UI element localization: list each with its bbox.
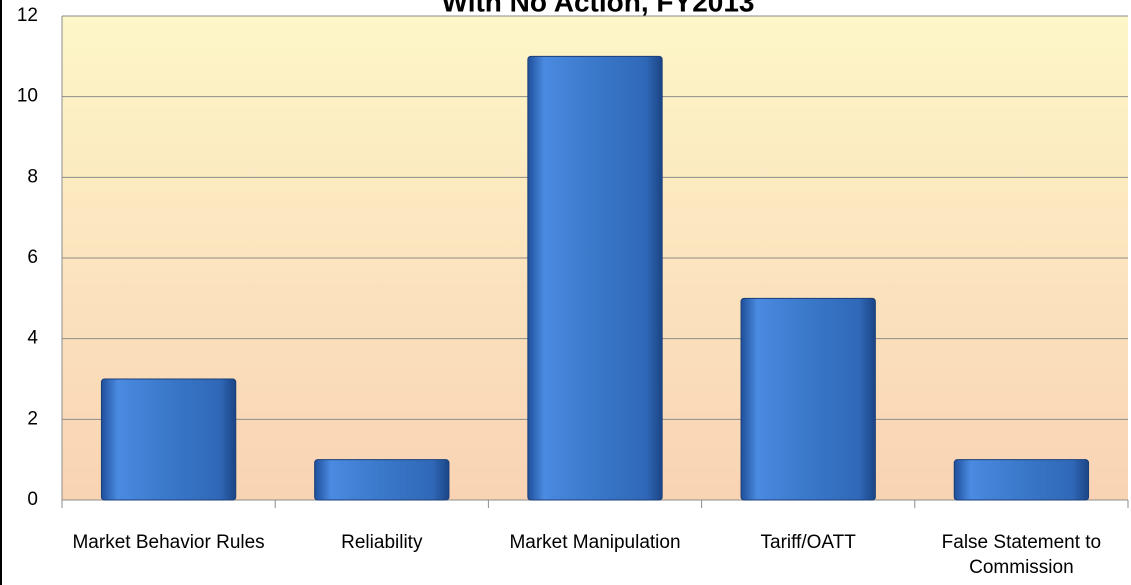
y-tick-label: 0: [27, 489, 38, 510]
y-tick-label: 4: [27, 328, 38, 349]
y-tick-label: 8: [27, 166, 38, 187]
x-tick-label: Market Manipulation: [509, 532, 681, 553]
chart-title: With No Action, FY2013: [442, 0, 755, 17]
x-tick-label: Tariff/OATT: [760, 532, 856, 553]
x-tick-label: Reliability: [341, 532, 423, 553]
bar: [527, 55, 663, 501]
bar: [100, 378, 237, 501]
x-tick-label: Market Behavior Rules: [72, 532, 265, 553]
y-tick-label: 12: [17, 5, 38, 26]
x-tick-label: False Statement to Commission: [941, 532, 1102, 578]
y-tick-label: 10: [17, 86, 38, 107]
y-tick-label: 6: [27, 247, 38, 268]
y-tick-label: 2: [27, 408, 38, 429]
bar: [740, 297, 876, 501]
bar: [314, 459, 450, 501]
bar: [953, 459, 1090, 501]
